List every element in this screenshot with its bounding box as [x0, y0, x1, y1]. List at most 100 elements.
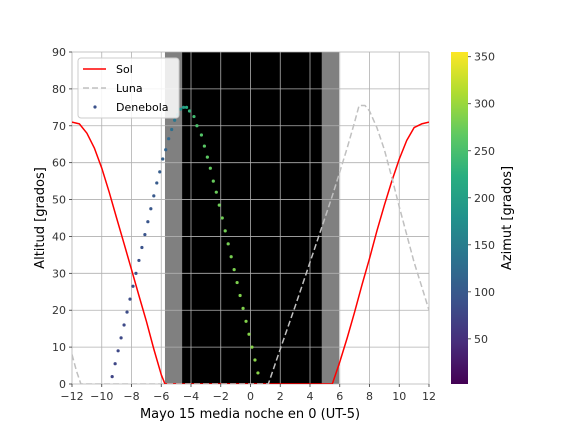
scatter-point — [119, 336, 123, 340]
x-tick-label: 10 — [392, 390, 406, 403]
colorbar-tick-label: 100 — [474, 286, 495, 299]
scatter-point — [137, 258, 141, 263]
y-tick-label: 60 — [52, 157, 66, 170]
y-tick-label: 30 — [52, 267, 66, 280]
colorbar-tick-label: 200 — [474, 192, 495, 205]
scatter-point — [205, 155, 209, 159]
scatter-point — [250, 345, 254, 349]
scatter-point — [131, 284, 135, 288]
y-tick-label: 50 — [52, 194, 66, 207]
scatter-point — [170, 127, 174, 132]
band-twilight — [164, 52, 183, 384]
scatter-point — [116, 349, 120, 353]
colorbar-tick-label: 250 — [474, 145, 495, 158]
y-tick-label: 90 — [52, 46, 66, 59]
scatter-point — [134, 271, 138, 275]
scatter-point — [202, 144, 206, 148]
scatter-point — [220, 216, 224, 220]
scatter-point — [173, 118, 177, 122]
scatter-point — [256, 371, 260, 375]
scatter-point — [167, 137, 171, 141]
legend: Sol Luna Denebola — [77, 57, 180, 119]
series-line-sol — [72, 121, 429, 384]
x-tick-label: 12 — [422, 390, 436, 403]
scatter-point — [164, 148, 168, 152]
scatter-point — [146, 220, 150, 224]
scatter-point — [110, 375, 114, 379]
scatter-point — [199, 133, 204, 137]
scatter-point — [253, 358, 257, 362]
colorbar-ticks: 50 100 150 200 250 300 350 — [468, 51, 495, 346]
scatter-point — [195, 124, 199, 128]
scatter-point — [181, 105, 186, 109]
scatter-point — [247, 332, 251, 336]
colorbar-label: Azimut [grados] — [500, 166, 515, 270]
x-tick-label: 2 — [277, 390, 284, 403]
scatter-point — [211, 179, 215, 183]
scatter-point — [238, 293, 242, 298]
scatter-point — [223, 229, 227, 233]
scatter-point — [149, 207, 153, 211]
band-twilight — [321, 52, 340, 384]
scatter-point — [187, 109, 192, 113]
legend-box — [77, 57, 180, 119]
band-night — [182, 52, 322, 384]
scatter-point — [155, 181, 159, 185]
y-tick-labels: 0 10 20 30 40 50 60 70 80 90 — [52, 46, 72, 391]
denebola-scatter — [110, 105, 260, 379]
colorbar — [451, 52, 468, 384]
y-axis-label: Altitud [grados] — [33, 167, 48, 269]
legend-sol-label: Sol — [116, 63, 133, 76]
scatter-point — [214, 190, 218, 194]
y-tick-label: 80 — [52, 83, 66, 96]
scatter-point — [192, 114, 196, 119]
scatter-point — [152, 194, 156, 198]
y-tick-label: 0 — [59, 378, 66, 391]
series-layer — [72, 104, 429, 384]
series-line-luna — [72, 104, 429, 384]
scatter-point — [235, 280, 239, 285]
legend-luna-label: Luna — [116, 82, 143, 95]
x-axis-label: Mayo 15 media noche en 0 (UT-5) — [140, 407, 360, 422]
x-tick-label: −10 — [90, 390, 113, 403]
colorbar-tick-label: 350 — [474, 51, 495, 64]
scatter-point — [140, 245, 144, 250]
x-tick-label: 6 — [336, 390, 343, 403]
scatter-point — [178, 107, 183, 111]
x-tick-label: 4 — [307, 390, 314, 403]
scatter-point — [232, 268, 236, 272]
x-tick-label: −2 — [213, 390, 229, 403]
colorbar-tick-label: 300 — [474, 98, 495, 111]
scatter-point — [241, 306, 245, 310]
scatter-point — [122, 323, 126, 327]
x-tick-label: 0 — [247, 390, 254, 403]
x-tick-label: −6 — [153, 390, 169, 403]
scatter-point — [158, 170, 162, 174]
x-tick-label: −4 — [183, 390, 199, 403]
x-tick-label: −8 — [123, 390, 139, 403]
scatter-point — [161, 157, 165, 161]
scatter-point — [128, 297, 132, 301]
legend-denebola-label: Denebola — [116, 101, 169, 114]
x-tick-labels: −12 −10 −8 −6 −4 −2 0 2 4 6 8 10 12 — [60, 384, 436, 403]
y-tick-label: 70 — [52, 120, 66, 133]
twilight-bands — [164, 52, 340, 384]
y-tick-label: 40 — [52, 230, 66, 243]
x-tick-label: −12 — [60, 390, 83, 403]
colorbar-tick-label: 50 — [474, 333, 488, 346]
y-tick-label: 10 — [52, 341, 66, 354]
colorbar-tick-label: 150 — [474, 239, 495, 252]
scatter-point — [113, 362, 117, 366]
scatter-point — [184, 105, 189, 109]
scatter-point — [125, 310, 129, 314]
x-tick-label: 8 — [366, 390, 373, 403]
scatter-point — [229, 255, 233, 259]
scatter-point — [143, 233, 147, 237]
y-tick-label: 20 — [52, 304, 66, 317]
legend-denebola-marker — [93, 105, 97, 109]
scatter-point — [244, 319, 248, 323]
scatter-point — [208, 166, 212, 170]
scatter-point — [217, 203, 221, 207]
